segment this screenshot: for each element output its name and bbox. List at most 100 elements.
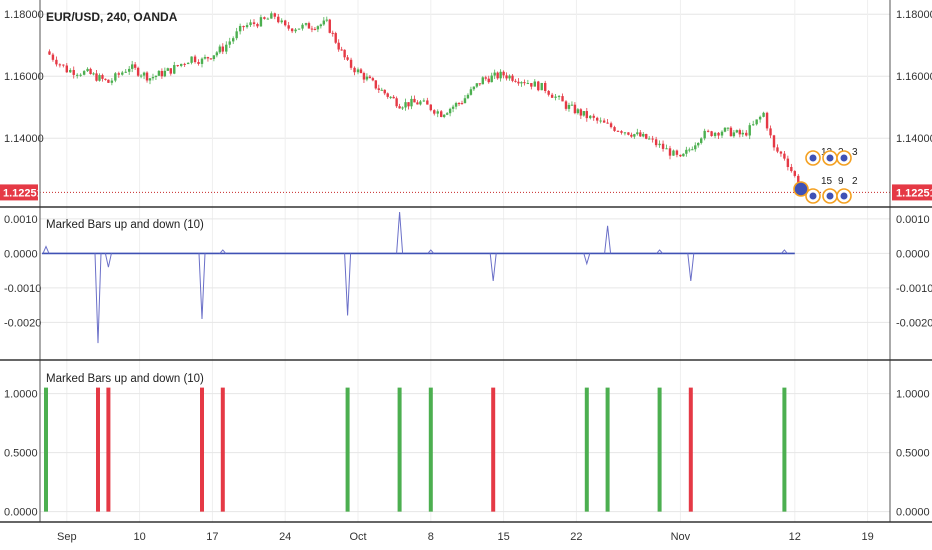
date-tick-label: Sep: [57, 531, 77, 543]
candle-body: [606, 122, 609, 124]
candle-body: [487, 78, 490, 83]
osc-tick-left: 0.0010: [4, 214, 38, 226]
candle-body: [654, 139, 658, 146]
osc-spike: [781, 249, 788, 254]
candle-body: [101, 75, 104, 79]
candle-body: [163, 70, 167, 77]
candle-body: [639, 132, 642, 137]
candle-body: [48, 51, 51, 55]
candle-body: [186, 62, 190, 65]
candle-body: [173, 65, 176, 74]
candle-body: [668, 148, 672, 156]
candle-body: [107, 79, 110, 83]
price-tick-left: 1.18000: [4, 9, 44, 21]
candle-body: [86, 68, 89, 72]
candle-body: [793, 171, 796, 176]
osc-spike: [583, 253, 591, 266]
candle-body: [469, 89, 473, 95]
osc-spike: [656, 249, 663, 254]
marked-bar-up: [657, 387, 662, 512]
candle-body: [797, 175, 800, 185]
candle-body: [463, 98, 467, 104]
osc-spike: [489, 253, 497, 282]
candle-body: [92, 73, 95, 75]
candle-body: [114, 73, 117, 81]
osc-spike: [219, 249, 227, 254]
price-tick-right: 1.18000: [896, 9, 932, 21]
candle-body: [259, 17, 263, 27]
candle-body: [448, 108, 452, 114]
candle-body: [530, 83, 533, 87]
price-tick-left: 1.16000: [4, 71, 44, 83]
candle-body: [602, 120, 606, 123]
candle-body: [218, 46, 222, 53]
marked-bar-up: [397, 387, 402, 512]
candle-body: [672, 150, 675, 156]
candle-body: [682, 153, 685, 157]
candle-body: [481, 77, 484, 85]
candle-body: [675, 150, 679, 155]
candle-body: [277, 16, 280, 23]
candle-body: [592, 115, 595, 118]
osc-tick-left: -0.0020: [4, 317, 41, 329]
candle-body: [252, 22, 256, 24]
candle-body: [82, 71, 86, 75]
candle-body: [316, 26, 320, 30]
candle-body: [290, 28, 294, 32]
candle-body: [694, 145, 697, 150]
candle-body: [630, 134, 633, 137]
candle-body: [294, 29, 297, 32]
price-tick-left: 1.14000: [4, 133, 44, 145]
candle-body: [713, 132, 717, 137]
candle-body: [514, 80, 517, 82]
candle-body: [371, 78, 375, 81]
price-tick-right: 1.14000: [896, 133, 932, 145]
date-tick-label: Oct: [349, 531, 366, 543]
oscillator-title: Marked Bars up and down (10): [46, 219, 204, 231]
candle-body: [266, 18, 270, 20]
candle-body: [235, 31, 238, 39]
marked-bars-pane[interactable]: [44, 387, 787, 512]
candle-body: [762, 112, 765, 117]
candle-body: [160, 70, 164, 77]
candle-body: [710, 131, 713, 137]
candle-body: [567, 104, 571, 109]
candle-body: [245, 25, 249, 28]
candle-body: [732, 132, 736, 137]
candle-body: [280, 20, 283, 23]
bars-tick-left: 0.5000: [4, 448, 38, 460]
oscillator-pane[interactable]: [42, 211, 795, 344]
osc-spike: [396, 211, 404, 254]
marker-dot-bottom: [826, 192, 834, 200]
osc-tick-right: -0.0020: [896, 317, 932, 329]
marked-bar-down: [491, 387, 496, 512]
osc-spike: [604, 225, 612, 254]
candle-body: [466, 94, 470, 99]
candle-body: [407, 102, 410, 107]
candle-body: [287, 25, 290, 29]
candle-body: [238, 25, 242, 32]
bars-tick-right: 1.0000: [896, 389, 930, 401]
marker-count-top: 3: [852, 147, 858, 158]
candle-body: [685, 149, 688, 154]
candle-body: [564, 101, 568, 109]
candle-body: [65, 65, 68, 73]
candle-body: [416, 102, 419, 105]
candle-body: [511, 75, 514, 81]
candle-body: [573, 104, 577, 114]
candle-body: [212, 55, 216, 60]
marker-dot-top: [826, 154, 834, 162]
candle-body: [51, 54, 55, 60]
last-price-tag-right: [892, 184, 932, 201]
candle-body: [726, 127, 730, 129]
osc-tick-right: -0.0010: [896, 283, 932, 295]
price-pane[interactable]: 12152932: [40, 11, 890, 204]
marked-bar-down: [220, 387, 225, 512]
candle-body: [62, 64, 65, 66]
date-tick-label: 24: [279, 531, 291, 543]
candle-body: [505, 75, 508, 79]
candle-body: [703, 130, 706, 139]
candle-body: [460, 103, 464, 105]
osc-spike: [94, 253, 102, 344]
